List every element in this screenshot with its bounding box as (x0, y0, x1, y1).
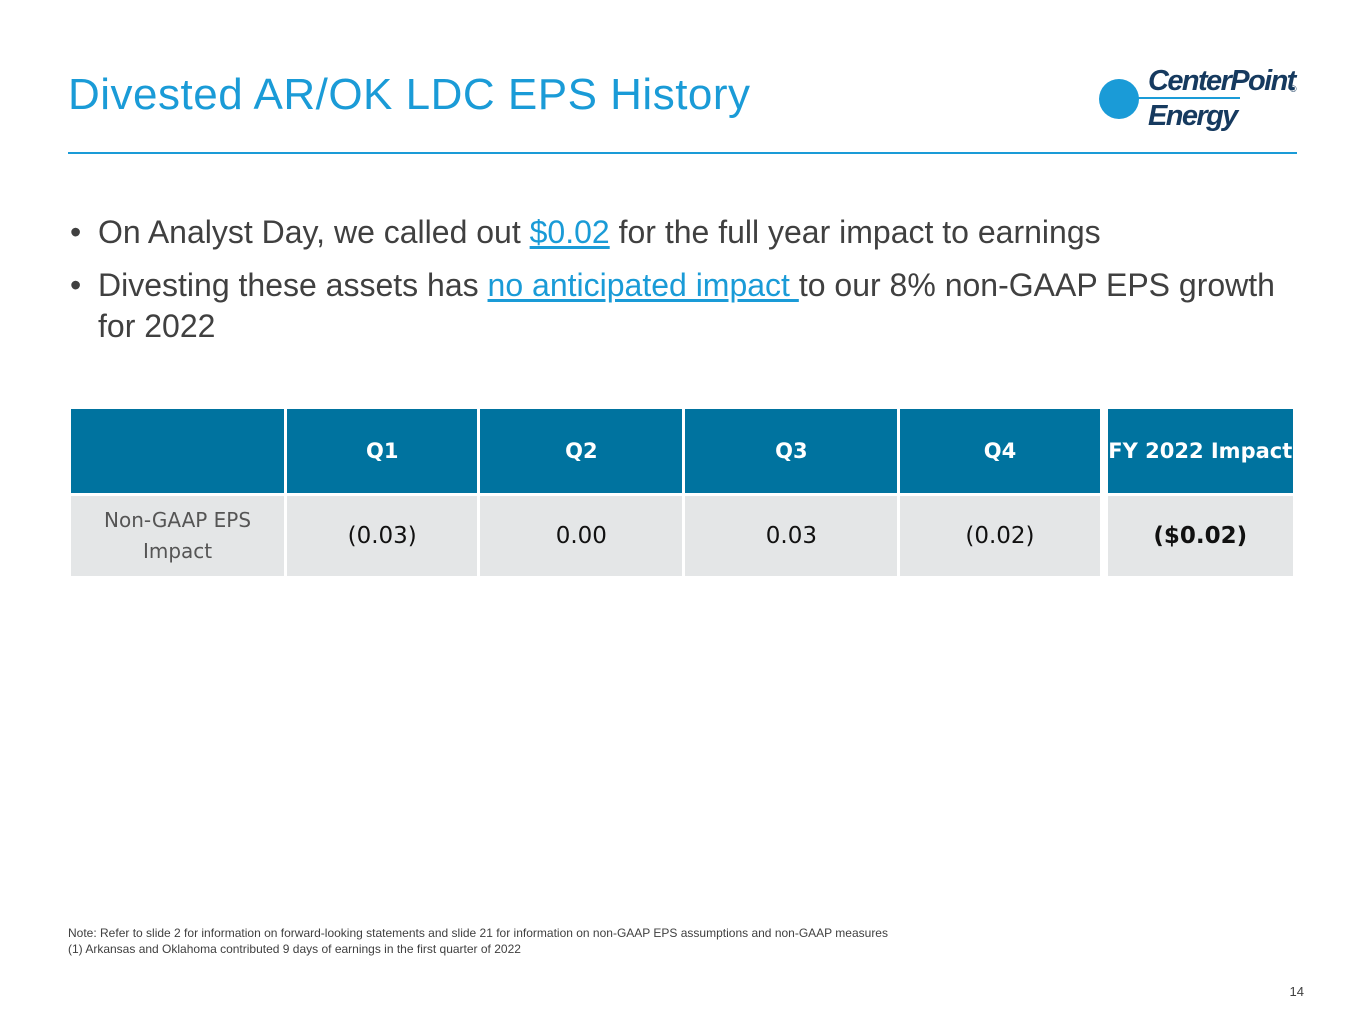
table-header-row: Q1 Q2 Q3 Q4 FY 2022 Impact (71, 409, 1293, 493)
table-cell: (0.02) (900, 496, 1100, 576)
bullet-list: • On Analyst Day, we called out $0.02 fo… (70, 212, 1290, 359)
logo-circle-icon (1099, 79, 1139, 119)
footnote: (1) Arkansas and Oklahoma contributed 9 … (68, 942, 521, 956)
table-gap (1103, 496, 1105, 576)
table-gap (1103, 409, 1105, 493)
table-cell: 0.03 (685, 496, 898, 576)
table-cell: (0.03) (287, 496, 478, 576)
table-header-cell (71, 409, 285, 493)
logo-registered-mark: ® (1290, 84, 1297, 94)
bullet-text: for the full year impact to earnings (609, 214, 1101, 250)
table-header-cell: Q4 (900, 409, 1100, 493)
table-header-cell: FY 2022 Impact (1107, 409, 1293, 493)
bullet-text: Divesting these assets has (98, 267, 488, 303)
bullet-dot-icon: • (70, 214, 82, 250)
title-divider (68, 152, 1297, 154)
bullet-item: • Divesting these assets has no anticipa… (70, 265, 1290, 347)
logo-line (1118, 97, 1240, 99)
table-header-cell: Q3 (685, 409, 898, 493)
page-number: 14 (1289, 984, 1304, 999)
table-row: Non-GAAP EPS Impact (0.03) 0.00 0.03 (0.… (71, 496, 1293, 576)
table-header-cell: Q1 (287, 409, 478, 493)
slide-title: Divested AR/OK LDC EPS History (68, 70, 751, 119)
table-row-label: Non-GAAP EPS Impact (71, 496, 285, 576)
footnote: Note: Refer to slide 2 for information o… (68, 926, 888, 940)
logo-text-line1: CenterPoint (1148, 65, 1296, 97)
table-header-cell: Q2 (480, 409, 683, 493)
footnotes: Note: Refer to slide 2 for information o… (68, 925, 888, 957)
eps-impact-table: Q1 Q2 Q3 Q4 FY 2022 Impact Non-GAAP EPS … (68, 406, 1296, 579)
table-total-cell: ($0.02) (1107, 496, 1293, 576)
table-cell: 0.00 (480, 496, 683, 576)
bullet-text: On Analyst Day, we called out (98, 214, 530, 250)
bullet-highlight: $0.02 (529, 214, 610, 250)
centerpoint-energy-logo: CenterPoint Energy ® (1096, 64, 1301, 140)
bullet-dot-icon: • (70, 267, 82, 303)
logo-text-line2: Energy (1148, 100, 1238, 132)
bullet-highlight: no anticipated impact (487, 267, 799, 303)
bullet-item: • On Analyst Day, we called out $0.02 fo… (70, 212, 1290, 253)
bullet-text: to our 8% non-GAAP EPS growth for 2022 (98, 267, 1275, 344)
